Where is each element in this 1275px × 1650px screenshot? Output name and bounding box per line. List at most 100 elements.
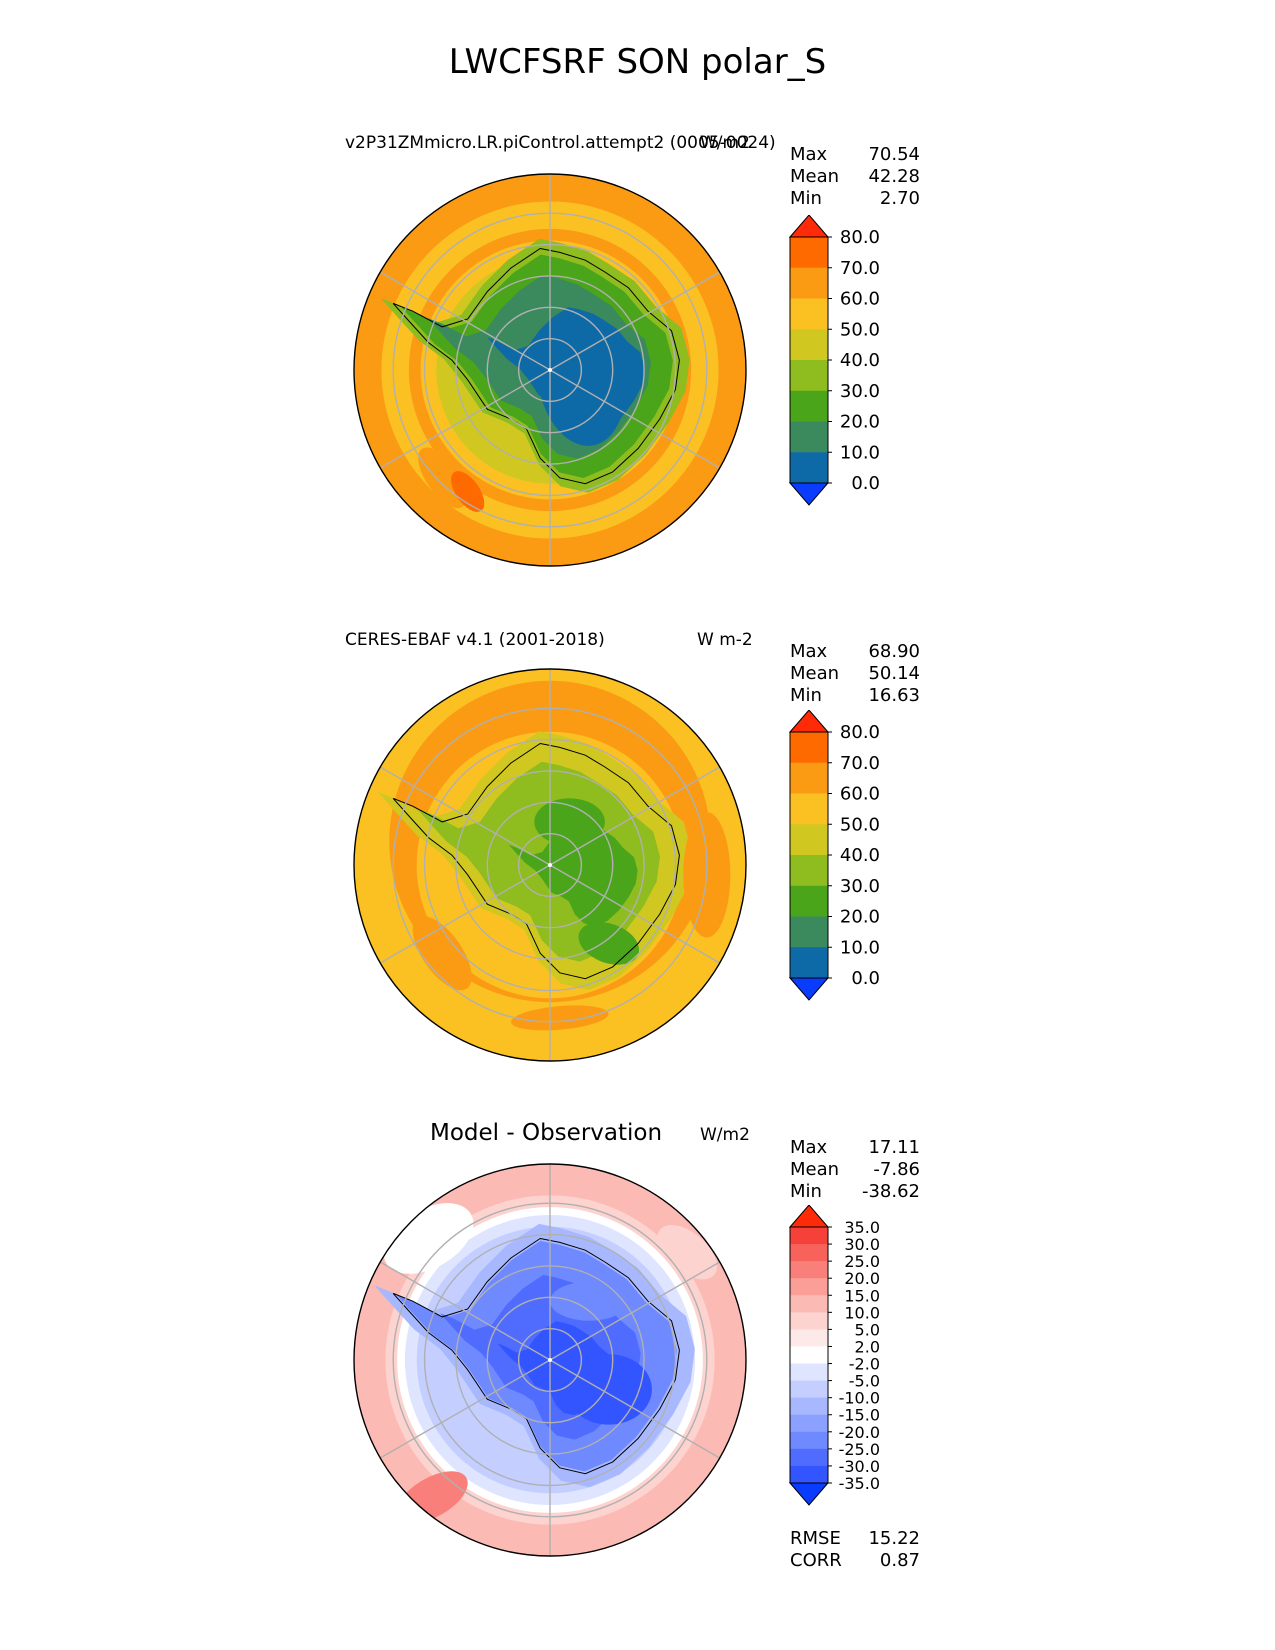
colorbar-segment bbox=[790, 1380, 828, 1399]
colorbar-segment bbox=[790, 360, 828, 392]
colorbar-tick-label: 10.0 bbox=[844, 1303, 880, 1322]
map-field bbox=[354, 174, 746, 566]
colorbar-tick-label: 0.0 bbox=[851, 473, 880, 494]
observation-polar-map bbox=[353, 668, 747, 1062]
antarctica-coastline bbox=[392, 742, 680, 980]
colorbar-tick-label: 60.0 bbox=[840, 289, 880, 310]
colorbar-extend-max bbox=[788, 710, 830, 733]
colorbar-segment bbox=[790, 237, 828, 269]
map-boundary bbox=[353, 173, 747, 567]
meridian-gridline bbox=[379, 864, 551, 964]
colorbar-extend-max bbox=[788, 1205, 830, 1228]
colorbar-tick-label: 20.0 bbox=[844, 1269, 880, 1288]
colorbar-tick-label: 20.0 bbox=[840, 907, 880, 928]
colorbar-tick-label: -35.0 bbox=[839, 1474, 880, 1493]
colorbar-tick-label: -20.0 bbox=[839, 1423, 880, 1442]
colorbar-segment bbox=[790, 916, 828, 948]
stat-label: Mean bbox=[790, 663, 840, 684]
meridian-gridline bbox=[379, 766, 551, 866]
colorbar-segment bbox=[790, 1448, 828, 1467]
colorbar-segment bbox=[790, 421, 828, 453]
colorbar-segment bbox=[790, 1329, 828, 1347]
panel3-units: W/m2 bbox=[700, 1125, 750, 1145]
pole-point bbox=[548, 863, 552, 867]
colorbar-segment bbox=[790, 1312, 828, 1330]
colorbar-tick-label: 80.0 bbox=[840, 722, 880, 743]
stat-label: Mean bbox=[790, 1159, 840, 1180]
meridian-gridline bbox=[379, 1359, 551, 1459]
stat-label: CORR bbox=[790, 1550, 842, 1571]
colorbar-segment bbox=[790, 298, 828, 330]
colorbar-extend-min bbox=[788, 482, 830, 506]
colorbar-tick-label: 35.0 bbox=[844, 1218, 880, 1237]
field-feature bbox=[657, 1225, 718, 1280]
stat-value: 15.22 bbox=[868, 1528, 920, 1549]
colorbar-tick-label: -25.0 bbox=[839, 1440, 880, 1459]
colorbar-segment bbox=[790, 793, 828, 825]
colorbar-tick-label: 30.0 bbox=[840, 381, 880, 402]
colorbar-segment bbox=[790, 732, 828, 764]
colorbar-tick-label: 30.0 bbox=[844, 1235, 880, 1254]
colorbar-tick-label: 50.0 bbox=[840, 319, 880, 340]
meridian-gridline bbox=[549, 271, 721, 371]
colorbar-tick-label: 5.0 bbox=[855, 1320, 880, 1339]
field-feature bbox=[491, 692, 629, 732]
meridian-gridline bbox=[379, 271, 551, 371]
pole-point bbox=[548, 368, 552, 372]
colorbar-segment bbox=[790, 390, 828, 422]
field-feature bbox=[578, 922, 640, 965]
colorbar-segment bbox=[790, 947, 828, 979]
colorbar-segment bbox=[790, 329, 828, 361]
colorbar-tick-label: -2.0 bbox=[849, 1355, 880, 1374]
colorbar-segment bbox=[790, 885, 828, 917]
colorbar-frame bbox=[789, 1226, 829, 1484]
stat-label: Mean bbox=[790, 166, 840, 187]
map-field bbox=[354, 669, 746, 1061]
panel1-units: W/m2 bbox=[700, 133, 750, 153]
antarctica-coastline bbox=[392, 1237, 680, 1475]
figure-title: LWCFSRF SON polar_S bbox=[448, 42, 827, 82]
colorbar-segment bbox=[790, 1295, 828, 1313]
colorbar-tick-label: -10.0 bbox=[839, 1389, 880, 1408]
map-boundary bbox=[353, 668, 747, 1062]
colorbar-tick-label: -5.0 bbox=[849, 1372, 880, 1391]
field-feature bbox=[418, 447, 467, 509]
field-colorbar: 80.0 70.0 60.0 50.0 40.0 30.0 20.0 10.0 0.0 bbox=[788, 710, 880, 1001]
difference-colorbar: 35.030.025.020.015.010.05.02.0-2.0-5.0-1… bbox=[788, 1205, 880, 1506]
colorbar-segment bbox=[790, 1363, 828, 1382]
colorbar-tick-label: 10.0 bbox=[840, 442, 880, 463]
stat-label: Max bbox=[790, 641, 828, 662]
meridian-gridline bbox=[549, 864, 721, 964]
colorbar-tick-label: 50.0 bbox=[840, 814, 880, 835]
panel2-title: CERES-EBAF v4.1 (2001-2018) bbox=[345, 630, 605, 650]
stat-label: Min bbox=[790, 685, 822, 706]
colorbar-tick-label: 25.0 bbox=[844, 1252, 880, 1271]
colorbar-tick-label: 40.0 bbox=[840, 350, 880, 371]
colorbar-segment bbox=[790, 1244, 828, 1262]
colorbar-tick-label: 2.0 bbox=[855, 1337, 880, 1356]
meridian-gridline bbox=[549, 1359, 721, 1459]
colorbar-tick-label: 30.0 bbox=[840, 876, 880, 897]
colorbar-extend-max bbox=[788, 215, 830, 238]
panel1-title: v2P31ZMmicro.LR.piControl.attempt2 (0005… bbox=[345, 133, 776, 153]
meridian-gridline bbox=[549, 766, 721, 866]
difference-polar-map bbox=[353, 1163, 747, 1557]
stat-value: 42.28 bbox=[868, 166, 920, 187]
field-feature bbox=[510, 1005, 609, 1031]
colorbar-segment bbox=[790, 267, 828, 299]
panel2-stats: Max 68.90 Mean 50.14 Min 16.63 bbox=[790, 641, 920, 707]
colorbar-segment bbox=[790, 1346, 828, 1365]
antarctica-coastline bbox=[392, 247, 680, 485]
colorbar-segment bbox=[790, 452, 828, 484]
stat-value: 70.54 bbox=[868, 144, 920, 165]
colorbar-segment bbox=[790, 1431, 828, 1450]
field-feature bbox=[550, 1281, 629, 1321]
stat-label: RMSE bbox=[790, 1528, 841, 1549]
colorbar-segment bbox=[790, 762, 828, 794]
stat-label: Max bbox=[790, 1137, 828, 1158]
field-feature bbox=[451, 471, 485, 512]
colorbar-segment bbox=[790, 1465, 828, 1484]
stat-value: 50.14 bbox=[868, 663, 920, 684]
colorbar-segment bbox=[790, 1397, 828, 1416]
field-contour bbox=[508, 820, 638, 926]
